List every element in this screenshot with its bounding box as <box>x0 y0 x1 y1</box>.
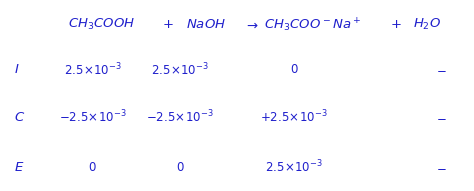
Text: I: I <box>14 63 18 76</box>
Text: $-$: $-$ <box>436 161 446 174</box>
Text: $0$: $0$ <box>290 63 298 76</box>
Text: E: E <box>14 161 23 174</box>
Text: $-$: $-$ <box>436 111 446 124</box>
Text: $\rightarrow$: $\rightarrow$ <box>244 18 259 31</box>
Text: $H_2O$: $H_2O$ <box>412 17 441 32</box>
Text: $NaOH$: $NaOH$ <box>186 18 226 31</box>
Text: $CH_3COOH$: $CH_3COOH$ <box>68 17 136 32</box>
Text: $0$: $0$ <box>176 161 184 174</box>
Text: $+$: $+$ <box>390 18 401 31</box>
Text: C: C <box>14 111 24 124</box>
Text: $0$: $0$ <box>88 161 97 174</box>
Text: $+2.5\!\times\!10^{-3}$: $+2.5\!\times\!10^{-3}$ <box>260 109 328 126</box>
Text: $2.5\!\times\!10^{-3}$: $2.5\!\times\!10^{-3}$ <box>151 62 209 78</box>
Text: $2.5\!\times\!10^{-3}$: $2.5\!\times\!10^{-3}$ <box>265 159 323 175</box>
Text: $CH_3COO^-Na^+$: $CH_3COO^-Na^+$ <box>264 16 362 34</box>
Text: $-$: $-$ <box>436 63 446 76</box>
Text: $+$: $+$ <box>163 18 174 31</box>
Text: $-2.5\!\times\!10^{-3}$: $-2.5\!\times\!10^{-3}$ <box>59 109 126 126</box>
Text: $-2.5\!\times\!10^{-3}$: $-2.5\!\times\!10^{-3}$ <box>146 109 214 126</box>
Text: $2.5\!\times\!10^{-3}$: $2.5\!\times\!10^{-3}$ <box>64 62 121 78</box>
